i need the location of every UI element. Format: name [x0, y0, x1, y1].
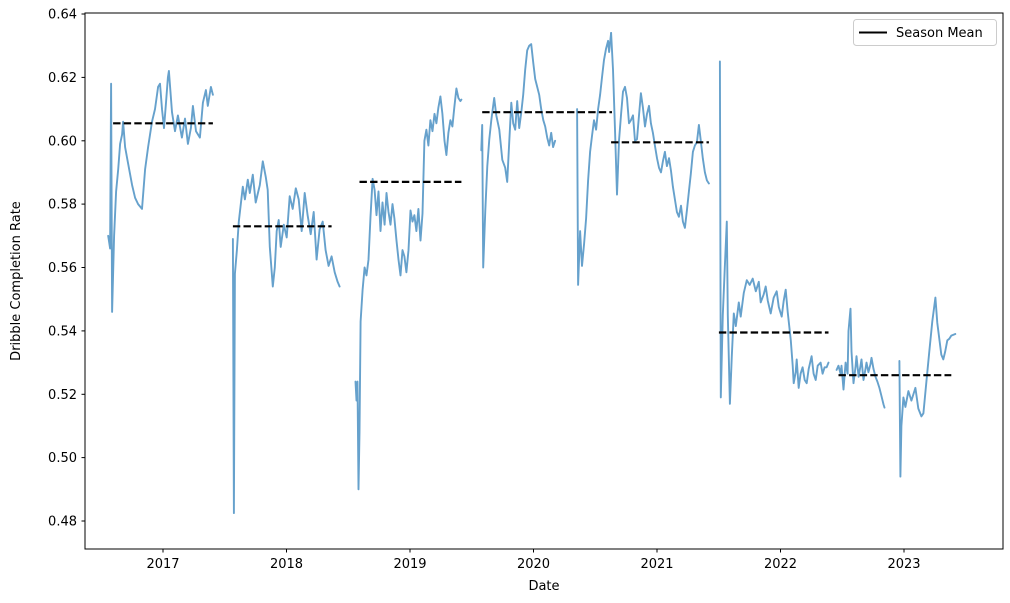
- season-line-2017-18: [231, 160, 341, 515]
- x-tick-label: 2020: [517, 557, 550, 572]
- y-tick-label: 0.52: [48, 388, 77, 403]
- y-tick-label: 0.60: [48, 134, 77, 149]
- x-tick-label: 2022: [764, 557, 797, 572]
- season-line-2021-22: [718, 60, 830, 405]
- plot-border: [84, 12, 1004, 550]
- season-line-2016-17: [107, 70, 214, 313]
- legend-box: [853, 19, 997, 46]
- x-tick-label: 2017: [146, 557, 179, 572]
- y-tick-label: 0.56: [48, 261, 77, 276]
- x-axis-label: Date: [528, 579, 559, 594]
- season-line-2022-23: [898, 296, 957, 478]
- x-tick-label: 2023: [887, 557, 920, 572]
- x-tick-label: 2021: [640, 557, 673, 572]
- season-line-2022-23: [835, 307, 886, 409]
- season-line-2020-21: [610, 32, 710, 229]
- legend-label: Season Mean: [896, 26, 983, 41]
- y-tick-label: 0.62: [48, 71, 77, 86]
- x-tick-label: 2018: [270, 557, 303, 572]
- y-tick-label: 0.50: [48, 451, 77, 466]
- season-line-2018-19: [354, 87, 463, 491]
- season-line-2019-20: [576, 32, 613, 286]
- y-tick-label: 0.54: [48, 324, 77, 339]
- x-tick-label: 2019: [393, 557, 426, 572]
- season-line-2019-20: [480, 43, 557, 269]
- legend: Season Mean: [853, 19, 997, 46]
- y-axis-label: Dribble Completion Rate: [9, 201, 24, 361]
- y-tick-label: 0.64: [48, 8, 77, 23]
- y-tick-label: 0.58: [48, 198, 77, 213]
- plot-area: 0.48 0.50 0.52 0.54 0.56 0.58 0.60 0.62 0.64 2017…: [48, 8, 957, 572]
- y-tick-label: 0.48: [48, 515, 77, 530]
